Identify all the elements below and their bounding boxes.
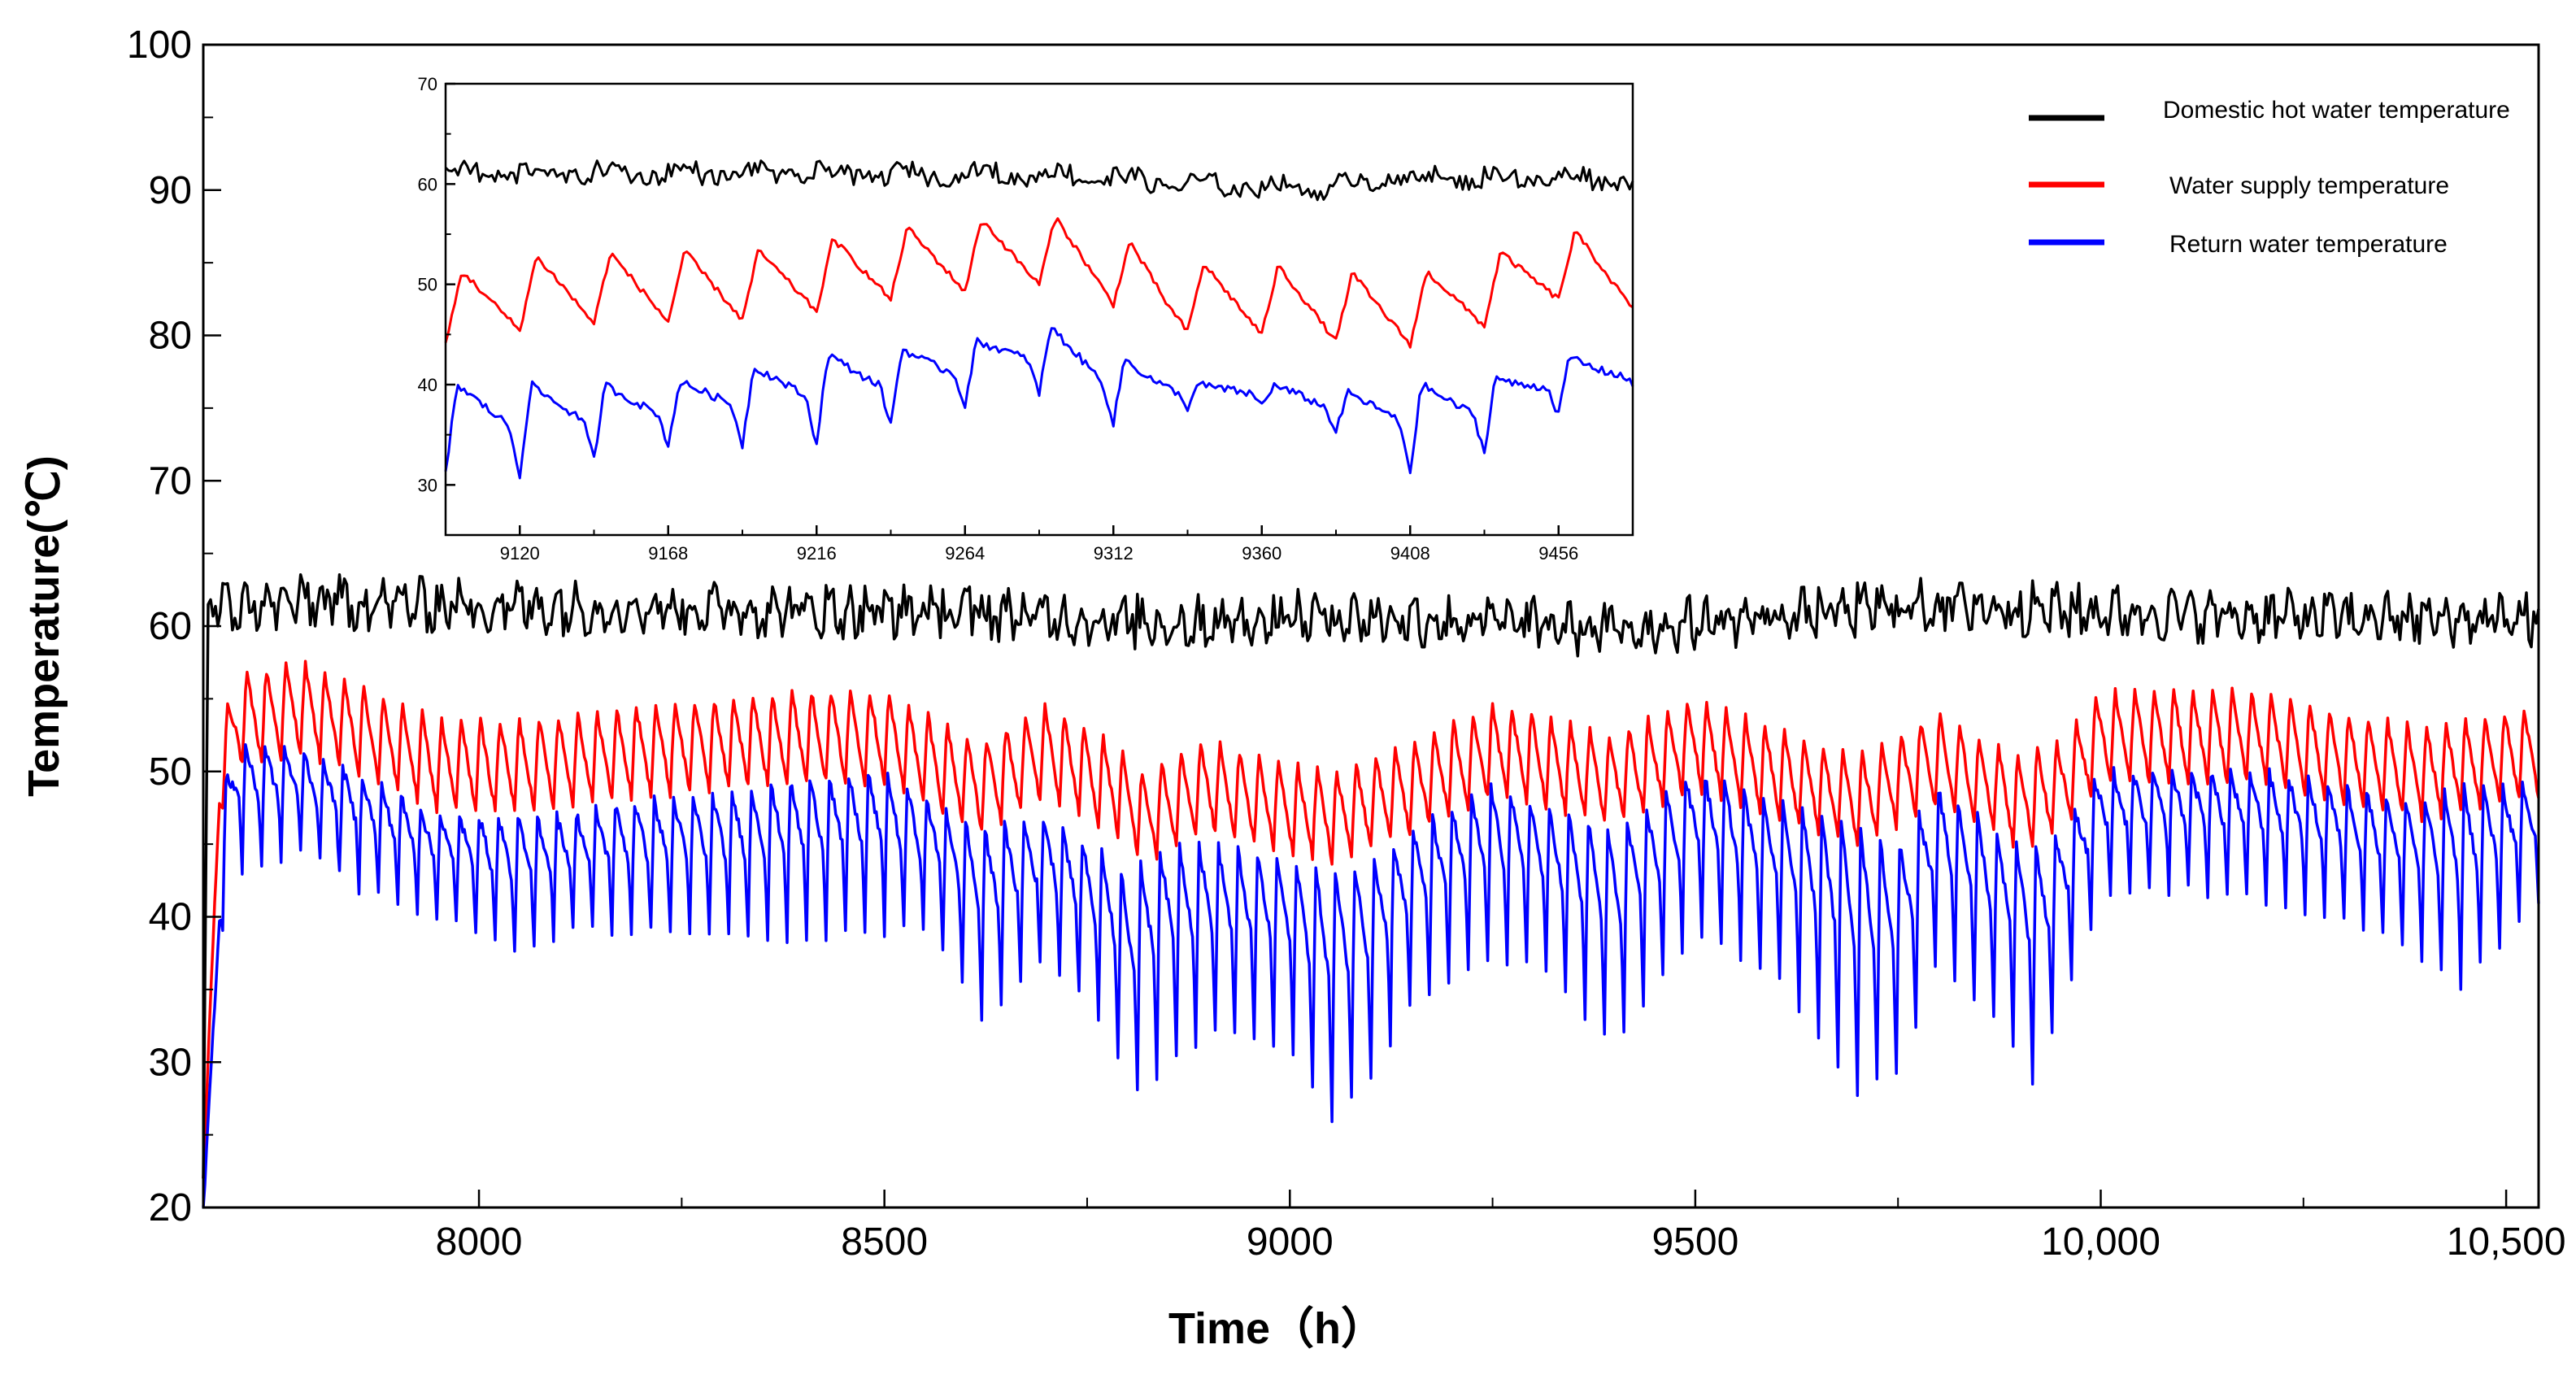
- inset-x-tick-label: 9360: [1242, 543, 1281, 563]
- x-axis-label: Time（h）: [1168, 1304, 1385, 1353]
- inset-x-tick-label: 9216: [797, 543, 837, 563]
- legend-entry-water-supply: Water supply temperature: [2169, 172, 2449, 199]
- main-series-group: [202, 572, 2540, 1208]
- main-y-tick-label: 100: [127, 24, 192, 67]
- inset-x-tick-label: 9456: [1538, 543, 1578, 563]
- main-y-tick-label: 60: [149, 605, 192, 648]
- inset-x-tick-label: 9168: [648, 543, 688, 563]
- inset-x-tick-label: 9264: [945, 543, 985, 563]
- main-y-tick-label: 50: [149, 751, 192, 794]
- main-series-domestic-hot-water-temperature: [202, 572, 2540, 1179]
- inset-series-return-water-temperature: [444, 327, 1634, 480]
- inset-x-tick-label: 9312: [1094, 543, 1134, 563]
- main-x-tick-label: 10,000: [2041, 1221, 2160, 1264]
- inset-x-axis: 9120 9168 9216 9264 9312 9360 9408 9456: [500, 525, 1578, 563]
- inset-y-tick-label: 50: [418, 275, 437, 295]
- main-y-tick-label: 40: [149, 896, 192, 939]
- main-y-axis: 20 30 40 50 60 70 80 90 100: [127, 24, 221, 1229]
- main-x-tick-label: 8500: [841, 1221, 928, 1264]
- inset-y-axis: 30 40 50 60 70: [418, 74, 455, 495]
- y-axis-label: Temperature(℃): [20, 455, 68, 797]
- inset-y-tick-label: 70: [418, 74, 437, 94]
- inset-series-water-supply-temperature: [444, 217, 1634, 349]
- main-series-return-water-temperature: [202, 742, 2540, 1208]
- main-series-water-supply-temperature: [202, 659, 2540, 1179]
- inset-x-tick-label: 9408: [1390, 543, 1430, 563]
- inset-y-tick-label: 60: [418, 174, 437, 194]
- main-x-tick-label: 10,500: [2447, 1221, 2566, 1264]
- inset-series-domestic-hot-water-temperature: [444, 159, 1634, 202]
- legend-entry-return-water: Return water temperature: [2169, 231, 2448, 258]
- main-x-axis: 8000 8500 9000 9500 10,000 10,500: [436, 1190, 2566, 1264]
- main-y-tick-label: 30: [149, 1041, 192, 1084]
- inset-background: [446, 84, 1633, 535]
- legend: Domestic hot water temperature Water sup…: [2029, 97, 2510, 258]
- inset-y-tick-label: 30: [418, 475, 437, 495]
- main-y-tick-label: 80: [149, 315, 192, 358]
- main-x-tick-label: 9000: [1247, 1221, 1334, 1264]
- main-y-tick-label: 70: [149, 459, 192, 503]
- inset-y-tick-label: 40: [418, 375, 437, 395]
- inset-series-group: [444, 159, 1634, 480]
- main-x-tick-label: 9500: [1651, 1221, 1738, 1264]
- inset-x-tick-label: 9120: [500, 543, 540, 563]
- main-y-tick-label: 90: [149, 169, 192, 212]
- main-x-tick-label: 8000: [436, 1221, 523, 1264]
- legend-entry-domestic-hot-water: Domestic hot water temperature: [2163, 97, 2510, 124]
- main-y-tick-label: 20: [149, 1186, 192, 1229]
